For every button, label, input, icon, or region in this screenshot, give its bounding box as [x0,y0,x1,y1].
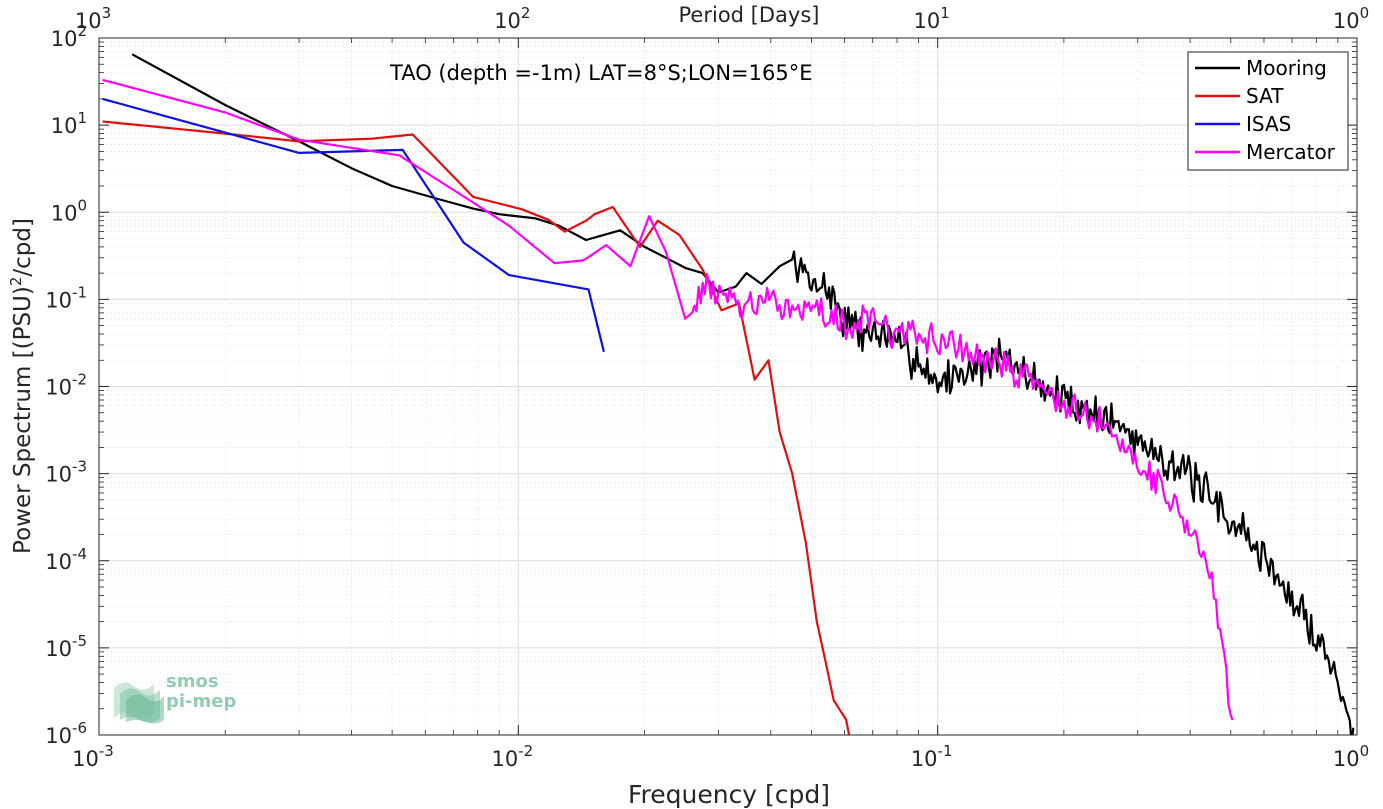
chart-title: TAO (depth =-1m) LAT=8°S;LON=165°E [389,61,813,85]
legend-label-sat: SAT [1246,84,1284,108]
y-axis-label: Power Spectrum [(PSU)2/cpd] [7,218,36,554]
top-x-axis-label: Period [Days] [679,3,820,27]
top-x-tick-label: 103 [75,4,111,33]
legend: Mooring SAT ISAS Mercator [1187,51,1349,171]
y-tick-label: 10-2 [45,371,87,400]
y-axis-label-exponent: 2 [7,277,25,287]
series-line-sat [102,120,851,735]
top-x-tick-label: 100 [1333,4,1369,33]
y-tick-label: 10-1 [45,283,87,312]
smos-pimep-logo: smos pi-mep [110,668,250,724]
series-line-isas [102,97,605,353]
y-axis-label-main: Power Spectrum [(PSU) [10,286,36,554]
y-tick-label: 10-4 [45,545,87,574]
x-tick-label: 10-3 [72,742,114,771]
x-tick-label: 100 [1333,742,1369,771]
series-layer [102,53,1355,735]
y-tick-label: 10-6 [45,719,87,748]
x-tick-label: 10-1 [911,742,953,771]
top-x-tick-label: 102 [494,4,530,33]
y-tick-label: 100 [51,196,87,225]
top-x-tick-label: 101 [914,4,950,33]
y-tick-label: 101 [51,109,87,138]
legend-label-mercator: Mercator [1246,140,1336,164]
legend-label-mooring: Mooring [1246,56,1327,80]
logo-line-pimep: pi-mep [166,691,237,712]
x-axis-label: Frequency [cpd] [628,780,830,809]
x-tick-label: 10-2 [491,742,533,771]
logo-text: smos pi-mep [166,672,236,712]
y-axis-label-tail: /cpd] [10,218,36,277]
legend-box [1187,51,1349,171]
y-tick-label: 10-5 [45,632,87,661]
logo-line-smos: smos [166,671,219,692]
y-tick-label: 10-3 [45,458,87,487]
legend-label-isas: ISAS [1246,112,1291,136]
logo-waves-icon [114,682,164,724]
y-tick-label: 102 [51,22,87,51]
series-line-mercator [102,78,1234,721]
